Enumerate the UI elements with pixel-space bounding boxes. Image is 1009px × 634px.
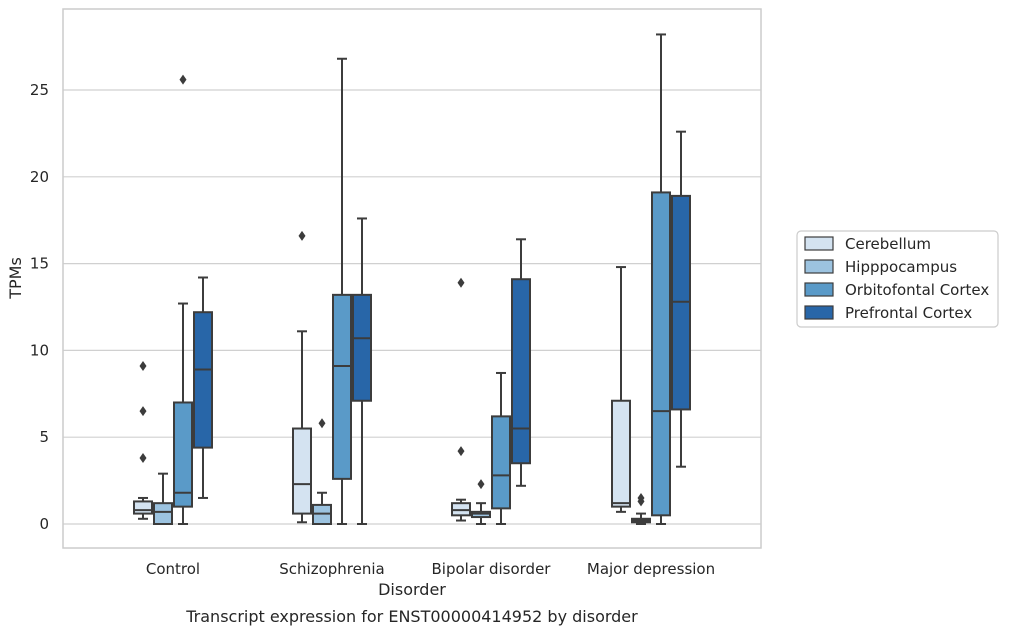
legend-swatch [804, 305, 834, 320]
legend-label: Cerebellum [845, 235, 931, 253]
box-prefrontal-cortex-3 [671, 130, 691, 468]
box-cerebellum-1 [292, 230, 312, 524]
box-hipppocampus-2 [471, 479, 491, 525]
box-iqr [511, 278, 531, 465]
outlier-point [139, 406, 147, 417]
outlier-point [139, 361, 147, 372]
outlier-point [179, 74, 187, 85]
box-hipppocampus-0 [153, 472, 173, 525]
box-hipppocampus-3 [631, 492, 651, 525]
legend-swatch [804, 236, 834, 251]
legend-swatch [804, 259, 834, 274]
y-tick-label: 20 [30, 168, 49, 186]
box-iqr [332, 293, 352, 480]
y-tick-label: 25 [30, 81, 49, 99]
legend-swatch [804, 282, 834, 297]
x-tick-labels: Control Schizophrenia Bipolar disorder Majo… [146, 560, 715, 578]
x-tick-label: Control [146, 560, 200, 578]
y-tick-label: 5 [39, 428, 49, 446]
x-tick-label: Schizophrenia [279, 560, 384, 578]
box-iqr [173, 401, 193, 508]
outlier-point [298, 230, 306, 241]
y-axis-label: TPMs [6, 257, 25, 300]
box-cerebellum-2 [451, 277, 471, 522]
box-orbitofontal-cortex-2 [491, 371, 511, 525]
box-cerebellum-0 [133, 361, 153, 520]
box-iqr [651, 191, 671, 517]
box-iqr [292, 427, 312, 515]
plot-frame [62, 8, 762, 549]
outlier-point [457, 446, 465, 457]
legend: Cerebellum Hipppocampus Orbitofontal Corte… [796, 230, 999, 328]
y-tick-label: 0 [39, 515, 49, 533]
box-prefrontal-cortex-0 [193, 276, 213, 499]
y-tick-labels: 0 5 10 15 20 25 [30, 81, 49, 533]
box-iqr [611, 399, 631, 508]
outlier-point [139, 453, 147, 464]
box-orbitofontal-cortex-1 [332, 57, 352, 525]
box-iqr [352, 293, 372, 402]
outlier-point [457, 277, 465, 288]
x-axis-label: Disorder [378, 580, 446, 599]
legend-label: Orbitofontal Cortex [845, 281, 989, 299]
x-tick-label: Major depression [587, 560, 715, 578]
box-iqr [153, 502, 173, 525]
box-iqr [133, 500, 153, 515]
box-iqr [193, 311, 213, 449]
chart-caption: Transcript expression for ENST0000041495… [185, 607, 638, 626]
box-orbitofontal-cortex-3 [651, 33, 671, 525]
boxes [133, 33, 691, 525]
box-hipppocampus-1 [312, 418, 332, 525]
box-iqr [491, 415, 511, 510]
legend-label: Hipppocampus [845, 258, 957, 276]
legend-label: Prefrontal Cortex [845, 304, 972, 322]
x-tick-label: Bipolar disorder [432, 560, 552, 578]
y-tick-label: 10 [30, 341, 49, 359]
outlier-point [637, 492, 645, 503]
outlier-point [318, 418, 326, 429]
box-cerebellum-3 [611, 266, 631, 513]
box-prefrontal-cortex-1 [352, 217, 372, 525]
box-orbitofontal-cortex-0 [173, 74, 193, 525]
box-prefrontal-cortex-2 [511, 238, 531, 487]
legend-frame [796, 230, 999, 328]
y-tick-label: 15 [30, 255, 49, 273]
outlier-point [477, 479, 485, 490]
